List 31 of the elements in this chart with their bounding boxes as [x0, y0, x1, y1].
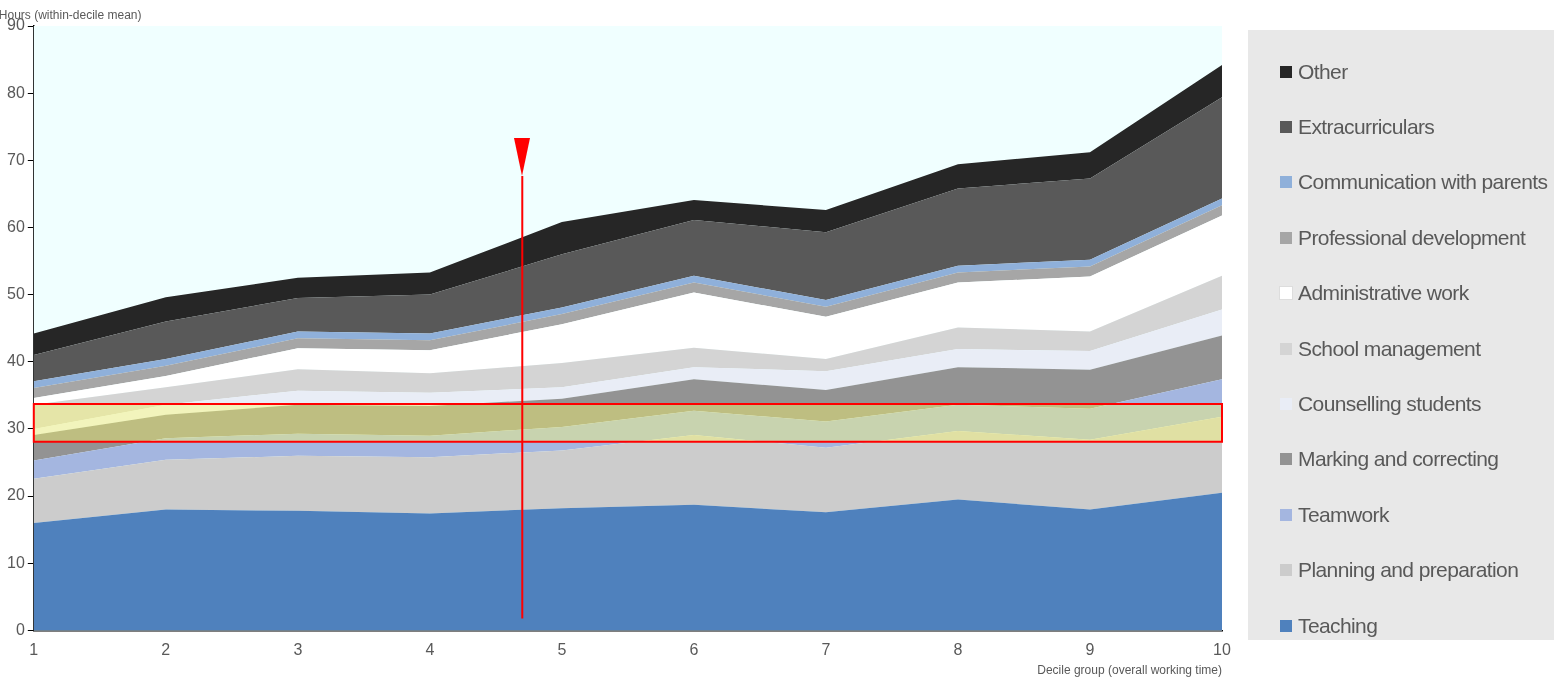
y-tick-label: 50 — [7, 285, 25, 303]
legend-label: Teaching — [1298, 613, 1378, 638]
y-tick-label: 20 — [7, 486, 25, 504]
legend-label: Communication with parents — [1298, 170, 1548, 195]
legend-label: Professional development — [1298, 225, 1526, 250]
legend-label: Planning and preparation — [1298, 558, 1519, 583]
y-tick-label: 70 — [7, 150, 25, 168]
y-tick-label: 80 — [7, 83, 25, 101]
x-tick-label: 8 — [953, 641, 963, 659]
x-tick-label: 2 — [161, 641, 171, 659]
y-tick-label: 30 — [7, 419, 25, 437]
x-axis-title: Decile group (overall working time) — [1037, 663, 1222, 678]
x-tick-label: 3 — [293, 641, 303, 659]
x-tick-label: 5 — [557, 641, 567, 659]
legend-label: Teamwork — [1298, 502, 1389, 527]
legend-label: Administrative work — [1298, 281, 1469, 306]
y-tick-label: 0 — [15, 620, 25, 638]
legend-label: Marking and correcting — [1298, 447, 1499, 472]
x-tick-label: 7 — [821, 641, 831, 659]
x-tick-label: 9 — [1085, 641, 1095, 659]
x-tick-label: 4 — [425, 641, 435, 659]
y-tick-label: 10 — [7, 553, 25, 571]
legend-label: Extracurriculars — [1298, 115, 1435, 140]
legend-label: Counselling students — [1298, 392, 1481, 417]
legend-label: Other — [1298, 59, 1348, 84]
x-tick-label: 10 — [1213, 641, 1231, 659]
y-tick-label: 60 — [7, 217, 25, 235]
x-tick-label: 6 — [689, 641, 699, 659]
x-tick-label: 1 — [29, 641, 39, 659]
y-tick-label: 40 — [7, 352, 25, 370]
legend-label: School management — [1298, 336, 1481, 361]
